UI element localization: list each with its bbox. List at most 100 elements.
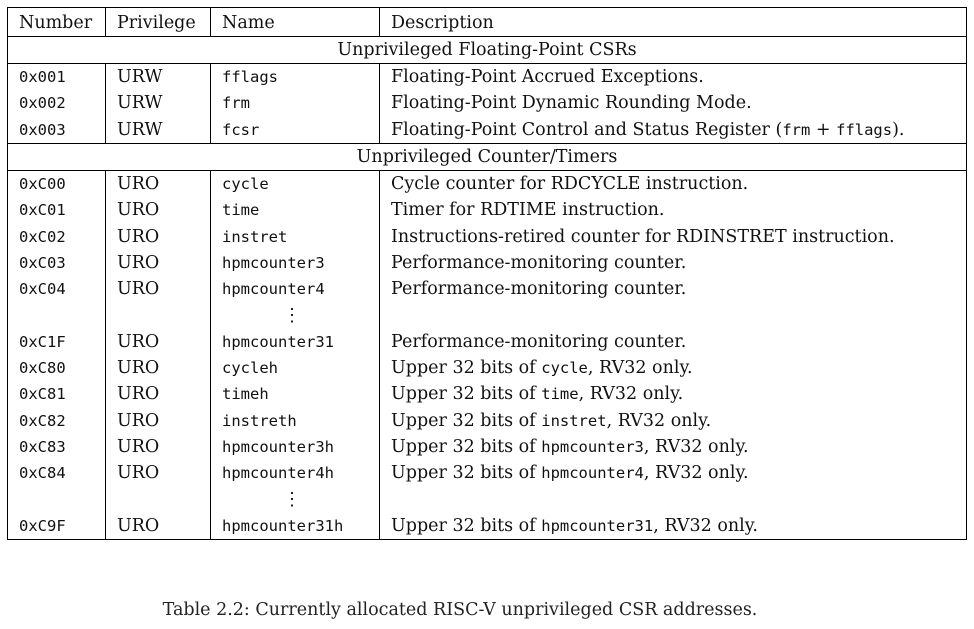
csr-name: hpmcounter3h	[210, 433, 380, 461]
table-row: 0xC03 URO hpmcounter3 Performance-monitorin…	[7, 249, 967, 277]
description-text: , RV32 only.	[578, 384, 684, 405]
description-text: Cycle counter for RDCYCLE instruction.	[391, 174, 749, 195]
header-description: Description	[379, 7, 967, 37]
csr-description: Upper 32 bits of hpmcounter31, RV32 only…	[379, 512, 967, 541]
csr-description: Floating-Point Dynamic Rounding Mode.	[379, 90, 967, 117]
csr-number: 0xC02	[7, 223, 106, 250]
csr-name: fcsr	[210, 116, 380, 144]
csr-privilege: URO	[105, 512, 211, 541]
ellipsis-cell	[379, 302, 967, 329]
description-code: hpmcounter31	[541, 516, 654, 535]
csr-number: 0x003	[7, 116, 106, 144]
vertical-ellipsis: ⋮	[283, 304, 301, 326]
header-privilege: Privilege	[105, 7, 211, 37]
table-header-row: Number Privilege Name Description	[7, 7, 967, 37]
description-code: cycle	[541, 359, 588, 378]
csr-name: instreth	[210, 407, 380, 434]
description-code: time	[541, 385, 579, 404]
csr-description: Performance-monitoring counter.	[379, 328, 967, 355]
csr-name: hpmcounter4h	[210, 460, 380, 487]
csr-number: 0xC01	[7, 197, 106, 224]
csr-privilege: URW	[105, 90, 211, 117]
csr-number: 0xC03	[7, 249, 106, 277]
table-row: 0xC9F URO hpmcounter31h Upper 32 bits of hp…	[7, 512, 967, 541]
section-header-row: Unprivileged Counter/Timers	[7, 142, 967, 171]
csr-name: hpmcounter3	[210, 249, 380, 277]
table-body: Unprivileged Floating-Point CSRs 0x001 URW…	[7, 36, 967, 541]
csr-description: Instructions-retired counter for RDINSTR…	[379, 223, 967, 250]
csr-name: instret	[210, 223, 380, 250]
description-text: Upper 32 bits of	[391, 384, 542, 405]
csr-privilege: URO	[105, 328, 211, 355]
table-row: 0x001 URW fflags Floating-Point Accrued Exc…	[7, 63, 967, 91]
csr-name: cycle	[210, 170, 380, 198]
ellipsis-cell	[7, 302, 106, 329]
csr-number: 0x001	[7, 63, 106, 91]
ellipsis-cell	[105, 302, 211, 329]
csr-name: hpmcounter31h	[210, 512, 380, 541]
description-text: Performance-monitoring counter.	[391, 252, 687, 273]
csr-description: Timer for RDTIME instruction.	[379, 197, 967, 224]
description-text: , RV32 only.	[606, 410, 712, 431]
description-text: Upper 32 bits of	[391, 358, 542, 379]
description-text: +	[810, 119, 837, 140]
csr-privilege: URO	[105, 433, 211, 461]
csr-privilege: URO	[105, 460, 211, 487]
csr-privilege: URO	[105, 249, 211, 277]
ellipsis-cell	[379, 486, 967, 513]
csr-privilege: URW	[105, 63, 211, 91]
table-row: 0xC01 URO time Timer for RDTIME instruction…	[7, 197, 967, 224]
description-text: Instructions-retired counter for RDINSTR…	[391, 226, 895, 247]
csr-name: fflags	[210, 63, 380, 91]
csr-privilege: URO	[105, 170, 211, 198]
section-title: Unprivileged Counter/Timers	[7, 142, 967, 171]
csr-number: 0xC84	[7, 460, 106, 487]
description-text: Upper 32 bits of	[391, 437, 542, 457]
description-text: Performance-monitoring counter.	[391, 331, 687, 352]
csr-number: 0xC82	[7, 407, 106, 434]
ellipsis-cell: ⋮	[210, 486, 380, 513]
table-row: 0xC81 URO timeh Upper 32 bits of time, RV32…	[7, 381, 967, 408]
csr-privilege: URO	[105, 381, 211, 408]
ellipsis-cell: ⋮	[210, 302, 380, 329]
csr-description: Upper 32 bits of hpmcounter3, RV32 only.	[379, 433, 967, 461]
description-code: hpmcounter4	[541, 464, 644, 483]
ellipsis-cell	[7, 486, 106, 513]
table-row: 0xC80 URO cycleh Upper 32 bits of cycle, RV…	[7, 354, 967, 382]
section-header-row: Unprivileged Floating-Point CSRs	[7, 36, 967, 64]
ellipsis-row: ⋮	[7, 302, 967, 329]
description-text: ).	[892, 119, 905, 140]
table-row: 0xC82 URO instreth Upper 32 bits of instret…	[7, 407, 967, 434]
table-row: 0xC04 URO hpmcounter4 Performance-monitorin…	[7, 276, 967, 303]
ellipsis-cell	[105, 486, 211, 513]
description-text: , RV32 only.	[587, 358, 693, 379]
csr-number: 0xC00	[7, 170, 106, 198]
description-text: , RV32 only.	[643, 437, 749, 457]
vertical-ellipsis: ⋮	[283, 488, 301, 510]
table-row: 0xC00 URO cycle Cycle counter for RDCYCLE i…	[7, 170, 967, 198]
csr-description: Cycle counter for RDCYCLE instruction.	[379, 170, 967, 198]
csr-number: 0xC80	[7, 354, 106, 382]
description-text: Floating-Point Accrued Exceptions.	[391, 67, 704, 88]
description-text: , RV32 only.	[653, 515, 758, 536]
description-code: fflags	[836, 120, 893, 139]
csr-privilege: URO	[105, 276, 211, 303]
csr-description: Upper 32 bits of instret, RV32 only.	[379, 407, 967, 434]
description-text: Upper 32 bits of	[391, 410, 542, 431]
csr-name: cycleh	[210, 354, 380, 382]
description-text: , RV32 only.	[643, 463, 749, 484]
csr-number: 0xC1F	[7, 328, 106, 355]
csr-address-table: Number Privilege Name Description Unpriv…	[7, 7, 967, 541]
csr-number: 0xC04	[7, 276, 106, 303]
csr-name: hpmcounter31	[210, 328, 380, 355]
csr-description: Upper 32 bits of cycle, RV32 only.	[379, 354, 967, 382]
description-code: hpmcounter3	[541, 438, 644, 456]
header-number: Number	[7, 7, 106, 37]
description-text: Upper 32 bits of	[391, 515, 542, 536]
table-row: 0xC1F URO hpmcounter31 Performance-monitori…	[7, 328, 967, 355]
csr-name: timeh	[210, 381, 380, 408]
header-name: Name	[210, 7, 380, 37]
csr-number: 0xC9F	[7, 512, 106, 541]
description-text: Performance-monitoring counter.	[391, 279, 687, 300]
csr-name: frm	[210, 90, 380, 117]
